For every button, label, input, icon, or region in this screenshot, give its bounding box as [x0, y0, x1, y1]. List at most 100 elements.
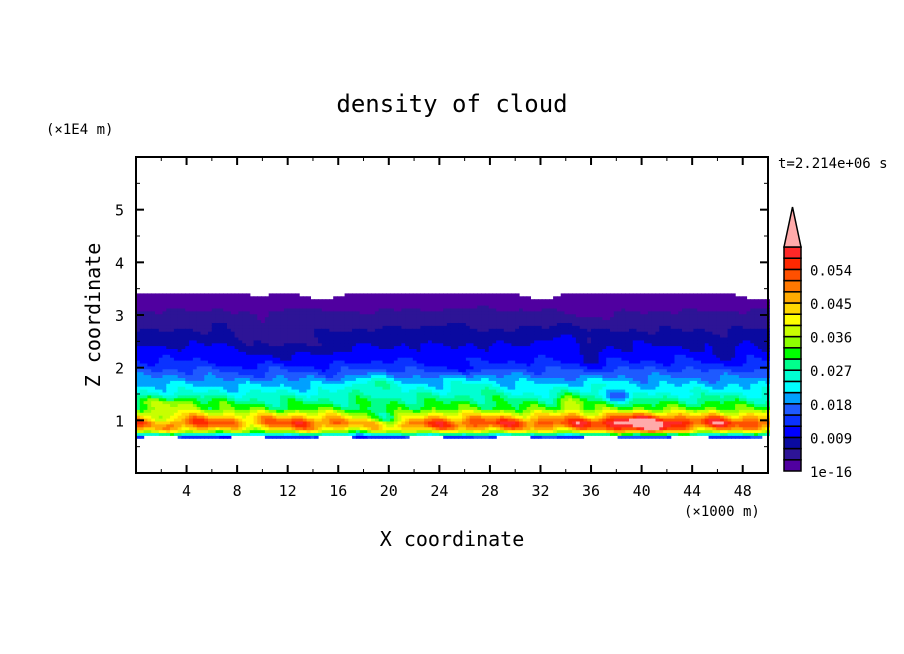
contour-cell — [299, 391, 304, 396]
contour-cell — [238, 432, 243, 436]
contour-cell — [439, 293, 444, 297]
contour-cell — [424, 331, 429, 335]
contour-cell — [333, 299, 338, 303]
contour-cell — [409, 296, 414, 300]
contour-cell — [511, 371, 516, 376]
contour-cell — [450, 386, 456, 390]
contour-cell — [515, 316, 520, 321]
contour-cell — [484, 357, 490, 361]
contour-cell — [257, 377, 262, 381]
contour-cell — [155, 380, 160, 384]
contour-cell — [295, 325, 300, 329]
contour-cell — [147, 305, 152, 309]
contour-cell — [302, 342, 308, 347]
contour-cell — [204, 380, 209, 384]
contour-cell — [488, 305, 494, 309]
contour-cell — [268, 331, 274, 335]
contour-cell — [283, 348, 289, 352]
contour-cell — [208, 406, 213, 410]
contour-cell — [314, 310, 319, 315]
contour-cell — [299, 371, 304, 376]
contour-cell — [405, 362, 410, 367]
contour-cell — [192, 310, 198, 315]
contour-cell — [291, 412, 296, 416]
contour-cell — [492, 313, 497, 318]
contour-cell — [227, 432, 232, 436]
contour-cell — [177, 415, 183, 419]
contour-cell — [443, 380, 448, 384]
contour-cell — [340, 310, 346, 315]
contour-cell — [181, 400, 186, 405]
contour-cell — [139, 307, 145, 312]
contour-cell — [359, 365, 365, 370]
contour-cell — [355, 331, 361, 335]
contour-cell — [299, 377, 304, 381]
contour-cell — [382, 342, 387, 347]
contour-cell — [500, 305, 505, 309]
contour-cell — [477, 426, 482, 431]
contour-cell — [416, 313, 421, 318]
contour-cell — [515, 386, 520, 390]
contour-cell — [519, 418, 524, 422]
contour-cell — [340, 299, 346, 303]
contour-cell — [329, 429, 334, 434]
contour-cell — [310, 406, 315, 410]
contour-cell — [481, 406, 486, 410]
contour-cell — [155, 415, 160, 419]
contour-cell — [139, 342, 145, 347]
contour-cell — [227, 409, 232, 413]
contour-cell — [397, 362, 402, 367]
contour-cell — [450, 435, 456, 439]
contour-cell — [227, 365, 232, 370]
contour-cell — [158, 365, 164, 370]
contour-cell — [374, 322, 380, 326]
contour-cell — [196, 423, 202, 428]
contour-cell — [500, 420, 505, 425]
contour-cell — [458, 322, 463, 326]
contour-cell — [276, 374, 281, 378]
contour-cell — [306, 403, 311, 407]
contour-cell — [507, 334, 512, 338]
contour-cell — [397, 415, 402, 419]
contour-cell — [492, 299, 497, 303]
contour-cell — [177, 400, 183, 405]
contour-cell — [227, 386, 232, 390]
contour-cell — [139, 429, 145, 434]
contour-cell — [386, 418, 391, 422]
contour-cell — [211, 380, 217, 384]
contour-cell — [329, 432, 334, 436]
contour-cell — [492, 371, 497, 376]
contour-cell — [348, 380, 353, 384]
contour-cell — [511, 394, 516, 399]
contour-cell — [295, 328, 300, 332]
contour-cell — [238, 293, 243, 297]
contour-cell — [287, 391, 293, 396]
contour-cell — [189, 357, 194, 361]
contour-cell — [462, 299, 467, 303]
contour-cell — [283, 397, 289, 402]
contour-cell — [227, 293, 232, 297]
contour-cell — [192, 342, 198, 347]
contour-cell — [488, 368, 494, 373]
contour-cell — [196, 322, 202, 326]
contour-cell — [310, 339, 315, 344]
contour-cell — [158, 305, 164, 309]
contour-cell — [158, 339, 164, 344]
contour-cell — [458, 342, 463, 347]
contour-cell — [458, 415, 463, 419]
contour-cell — [469, 371, 475, 376]
contour-cell — [428, 426, 433, 431]
contour-cell — [439, 418, 444, 422]
contour-cell — [291, 328, 296, 332]
contour-cell — [192, 429, 198, 434]
contour-cell — [507, 313, 512, 318]
contour-cell — [435, 429, 440, 434]
contour-cell — [511, 397, 516, 402]
contour-cell — [363, 432, 368, 436]
contour-cell — [500, 319, 505, 323]
contour-cell — [409, 342, 414, 347]
contour-cell — [314, 357, 319, 361]
contour-cell — [295, 357, 300, 361]
contour-cell — [302, 389, 308, 393]
contour-cell — [412, 319, 418, 323]
